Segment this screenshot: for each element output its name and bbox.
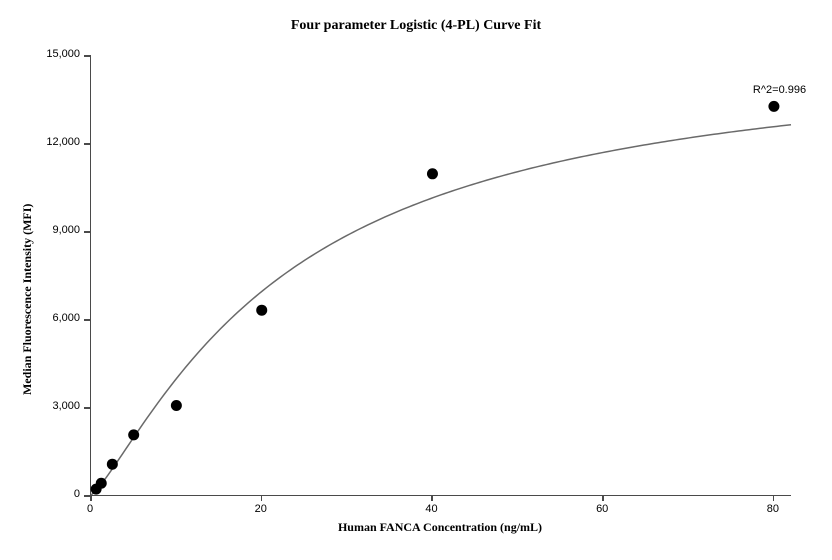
- data-point: [256, 305, 267, 316]
- data-point: [768, 101, 779, 112]
- data-point: [128, 429, 139, 440]
- fit-curve: [91, 125, 791, 495]
- data-point: [107, 459, 118, 470]
- plot-svg: [91, 55, 791, 495]
- y-tick-label: 12,000: [46, 136, 80, 148]
- data-point: [171, 400, 182, 411]
- y-tick-label: 15,000: [46, 48, 80, 60]
- y-tick-label: 9,000: [52, 224, 80, 236]
- plot-area: [90, 55, 791, 496]
- y-tick-mark: [84, 495, 90, 497]
- x-tick-mark: [602, 495, 604, 501]
- x-tick-label: 80: [763, 503, 783, 515]
- x-tick-mark: [431, 495, 433, 501]
- x-axis-label: Human FANCA Concentration (ng/mL): [90, 520, 790, 535]
- x-tick-mark: [90, 495, 92, 501]
- y-axis-label: Median Fluorescence Intensity (MFI): [20, 204, 35, 395]
- y-tick-mark: [84, 143, 90, 145]
- x-tick-mark: [261, 495, 263, 501]
- y-tick-label: 6,000: [52, 312, 80, 324]
- chart-title: Four parameter Logistic (4-PL) Curve Fit: [0, 18, 832, 34]
- data-point: [96, 478, 107, 489]
- y-tick-mark: [84, 319, 90, 321]
- x-tick-label: 60: [592, 503, 612, 515]
- y-tick-mark: [84, 231, 90, 233]
- y-tick-label: 0: [74, 488, 80, 500]
- data-point: [427, 168, 438, 179]
- y-tick-mark: [84, 407, 90, 409]
- x-tick-label: 0: [80, 503, 100, 515]
- x-tick-mark: [773, 495, 775, 501]
- chart-container: Four parameter Logistic (4-PL) Curve Fit…: [0, 0, 832, 560]
- y-tick-mark: [84, 55, 90, 57]
- x-tick-label: 40: [421, 503, 441, 515]
- x-tick-label: 20: [251, 503, 271, 515]
- r-squared-annotation: R^2=0.996: [753, 84, 806, 96]
- y-tick-label: 3,000: [52, 400, 80, 412]
